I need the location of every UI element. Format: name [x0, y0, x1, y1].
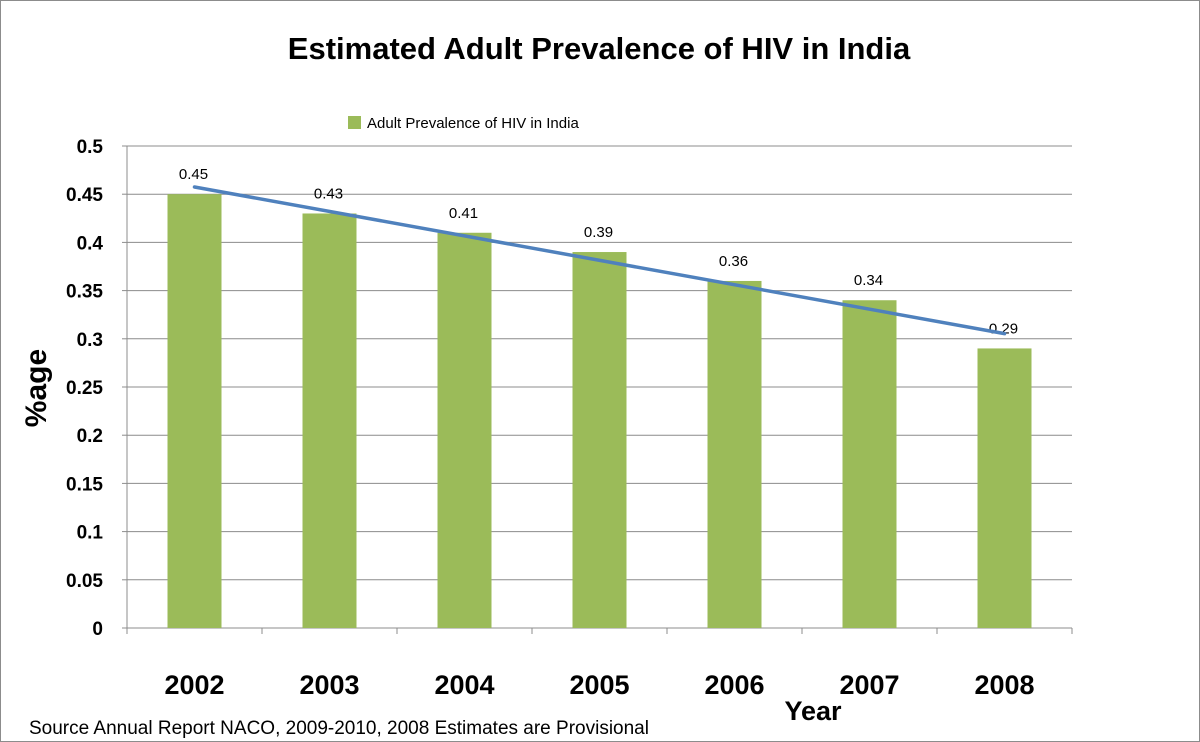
bar: [167, 194, 222, 628]
x-tick-label: 2002: [164, 670, 224, 700]
data-label: 0.39: [584, 224, 613, 241]
bar: [572, 252, 627, 629]
y-tick-label: 0.05: [66, 571, 103, 592]
bar: [707, 280, 762, 628]
bar: [977, 348, 1032, 628]
trendline: [192, 185, 1007, 336]
y-tick-label: 0.2: [77, 426, 103, 447]
legend-swatch: [348, 116, 361, 129]
y-tick-label: 0.3: [77, 330, 103, 351]
y-tick-label: 0.15: [66, 474, 103, 495]
x-tick-label: 2008: [974, 670, 1034, 700]
legend-label: Adult Prevalence of HIV in India: [367, 115, 579, 132]
x-tick-label: 2007: [839, 670, 899, 700]
x-tick-label: 2004: [434, 670, 494, 700]
y-tick-label: 0.1: [77, 523, 104, 544]
y-tick-label: 0.45: [66, 185, 103, 206]
x-tick-label: 2003: [299, 670, 359, 700]
y-tick-label: 0.5: [77, 137, 104, 158]
x-tick-label: 2005: [569, 670, 629, 700]
y-tick-label: 0.25: [66, 378, 103, 399]
data-label: 0.34: [854, 272, 883, 289]
data-label: 0.41: [449, 205, 478, 222]
data-label: 0.36: [719, 253, 748, 270]
y-axis-label: %age: [20, 349, 53, 427]
bar: [437, 232, 492, 628]
source-note: Source Annual Report NACO, 2009-2010, 20…: [29, 718, 649, 739]
y-tick-label: 0: [92, 619, 103, 640]
bar: [302, 213, 357, 629]
legend: Adult Prevalence of HIV in India: [348, 115, 579, 132]
x-tick-label: 2006: [704, 670, 764, 700]
y-tick-label: 0.4: [77, 233, 104, 254]
data-label: 0.45: [179, 166, 208, 183]
y-tick-label: 0.35: [66, 282, 103, 303]
x-axis-ticks: 2002 2003 2004 2005 2006 2007 2008: [126, 628, 1073, 700]
plot-area: 0.450.430.410.390.360.340.29: [126, 146, 1072, 629]
x-axis-label: Year: [784, 696, 842, 726]
chart-title: Estimated Adult Prevalence of HIV in Ind…: [288, 31, 911, 66]
data-label: 0.43: [314, 185, 343, 202]
y-axis-ticks: 0 0.05 0.1 0.15 0.2 0.25 0.3 0.35 0.4 0.45 0.5: [66, 137, 127, 640]
bar: [842, 300, 897, 628]
